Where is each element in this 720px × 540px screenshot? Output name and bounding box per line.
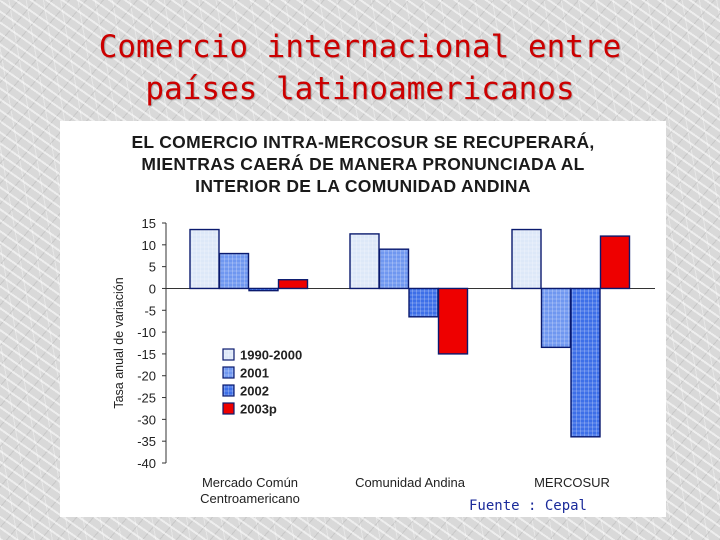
y-tick-label: -30 [137,412,156,427]
y-tick-label: 5 [149,260,156,275]
legend-swatch-2001 [222,366,235,379]
bar-2002-2 [408,287,439,318]
bar-2001-1 [218,252,250,290]
bar-2003p-2 [437,287,469,355]
y-tick-label: 10 [142,238,156,253]
chart-panel: EL COMERCIO INTRA-MERCOSUR SE RECUPERARÁ… [60,121,666,517]
bar-2002-3 [570,287,601,438]
x-category-label: Mercado Común [202,475,298,490]
y-tick-label: -25 [137,391,156,406]
legend-label-2001: 2001 [240,366,269,381]
y-tick-label: -35 [137,434,156,449]
legend-swatch-1990-2000 [222,348,235,361]
y-tick-label: -20 [137,369,156,384]
bar-2003p-3 [599,235,631,290]
legend-label-1990-2000: 1990-2000 [240,348,302,363]
x-category-label: Centroamericano [200,491,300,506]
bar-2001-2 [378,248,410,290]
y-tick-label: -40 [137,456,156,471]
bar-1990-2000-3 [511,228,542,290]
y-tick-label: -5 [144,303,156,318]
bar-chart: 15 10 5 0 -5 -10 -15 -20 -25 -30 -35 -40 Tasa anual … [112,216,655,514]
bar-2003p-1 [277,279,309,290]
legend-swatch-2003p [222,402,235,415]
y-tick-label: 0 [149,281,156,296]
legend-label-2002: 2002 [240,384,269,399]
legend-label-2003p: 2003p [240,402,277,417]
bar-1990-2000-2 [349,233,380,290]
source-note: Fuente : Cepal [469,498,587,514]
y-tick-label: -15 [137,347,156,362]
y-tick-label: 15 [142,216,156,231]
bar-2001-3 [540,287,572,349]
chart-heading-line-3: INTERIOR DE LA COMUNIDAD ANDINA [195,176,531,196]
bar-1990-2000-1 [189,228,220,290]
chart-heading-line-1: EL COMERCIO INTRA-MERCOSUR SE RECUPERARÁ… [131,132,595,152]
y-axis-label: Tasa anual de variación [112,277,126,408]
chart-heading: EL COMERCIO INTRA-MERCOSUR SE RECUPERARÁ… [60,131,666,197]
chart-heading-line-2: MIENTRAS CAERÁ DE MANERA PRONUNCIADA AL [141,154,585,174]
y-tick-label: -10 [137,325,156,340]
slide-title-line-2: países latinoamericanos [145,71,575,107]
bar-2002-1 [248,287,279,292]
x-category-label: MERCOSUR [534,475,610,490]
slide-title-line-1: Comercio internacional entre [98,29,622,65]
x-category-label: Comunidad Andina [355,475,466,490]
slide-title: Comercio internacional entre países lati… [0,26,720,110]
legend-swatch-2002 [222,384,235,397]
